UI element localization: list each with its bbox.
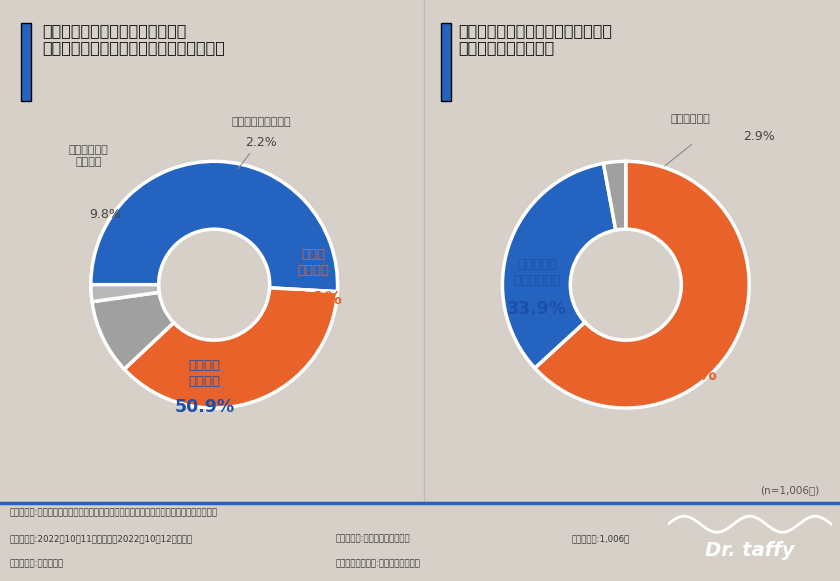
Text: ・調査対象:整形外科医: ・調査対象:整形外科医 bbox=[10, 559, 64, 568]
Wedge shape bbox=[92, 292, 174, 369]
Text: 不要だと思う: 不要だと思う bbox=[670, 114, 710, 124]
Text: あまりそうは
思わない: あまりそうは 思わない bbox=[69, 145, 108, 167]
Wedge shape bbox=[91, 162, 338, 292]
Text: 全くそうは思わない: 全くそうは思わない bbox=[231, 117, 291, 127]
Text: とても
そう思う: とても そう思う bbox=[297, 248, 329, 277]
Text: ・調査方法:インターネット調査: ・調査方法:インターネット調査 bbox=[336, 534, 411, 543]
Text: ・調査人数:1,006人: ・調査人数:1,006人 bbox=[571, 534, 629, 543]
Text: 腰痛マットレスを用いることで、
腰痛（姿勢）が改善されると思いますか？: 腰痛マットレスを用いることで、 腰痛（姿勢）が改善されると思いますか？ bbox=[42, 23, 225, 55]
FancyBboxPatch shape bbox=[441, 23, 451, 101]
Text: 〈調査概要:「医師（整形外科医）がおすすめする腰痛マットレスの特徴」に関する調査〉: 〈調査概要:「医師（整形外科医）がおすすめする腰痛マットレスの特徴」に関する調査… bbox=[10, 508, 218, 517]
Text: ・モニター提供元:ゼネラルリサーチ: ・モニター提供元:ゼネラルリサーチ bbox=[336, 559, 421, 568]
Text: 37.1%: 37.1% bbox=[283, 290, 343, 309]
Wedge shape bbox=[603, 162, 626, 230]
Wedge shape bbox=[124, 288, 338, 408]
Text: 9.8%: 9.8% bbox=[90, 208, 122, 221]
Text: ある程度は
必要だと思う: ある程度は 必要だと思う bbox=[513, 258, 561, 287]
Text: 33.9%: 33.9% bbox=[507, 300, 567, 318]
Text: ある程度
そう思う: ある程度 そう思う bbox=[188, 358, 220, 388]
Text: 自分に合った腰痛マットレス選びは
重要だと思いますか？: 自分に合った腰痛マットレス選びは 重要だと思いますか？ bbox=[458, 23, 612, 55]
Text: Dr. taffy: Dr. taffy bbox=[705, 541, 795, 561]
Text: 63.2%: 63.2% bbox=[653, 365, 717, 384]
Text: 50.9%: 50.9% bbox=[174, 398, 234, 416]
FancyBboxPatch shape bbox=[21, 23, 31, 101]
Text: ・調査期間:2022年10月11日（火）～2022年10月12日（水）: ・調査期間:2022年10月11日（火）～2022年10月12日（水） bbox=[10, 534, 193, 543]
Wedge shape bbox=[502, 163, 616, 368]
Text: 重要だと思う: 重要だと思う bbox=[660, 336, 710, 350]
Wedge shape bbox=[535, 162, 749, 408]
Text: 2.9%: 2.9% bbox=[743, 130, 774, 143]
Text: (n=1,006人): (n=1,006人) bbox=[759, 485, 819, 495]
Text: 2.2%: 2.2% bbox=[245, 136, 277, 149]
Wedge shape bbox=[91, 285, 160, 302]
